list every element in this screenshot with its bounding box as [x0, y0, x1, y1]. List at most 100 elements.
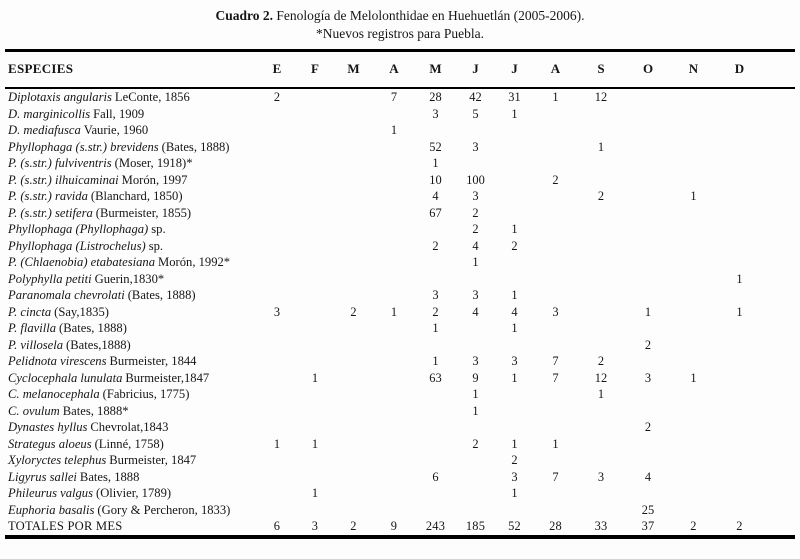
count-cell — [296, 386, 334, 403]
caption-label: Cuadro 2. — [215, 8, 273, 23]
count-cell: 1 — [311, 436, 319, 451]
count-cell — [334, 271, 373, 288]
row-spacer — [763, 221, 795, 238]
count-cell — [625, 88, 671, 106]
count-cell — [577, 502, 625, 519]
count-cell — [258, 386, 296, 403]
count-cell: 2 — [472, 205, 479, 220]
count-cell — [716, 436, 763, 453]
count-cell — [258, 221, 296, 238]
count-cell — [671, 254, 716, 271]
count-cell — [373, 106, 415, 123]
count-cell — [671, 238, 716, 255]
count-cell — [671, 155, 716, 172]
count-cell — [671, 172, 716, 189]
count-cell — [577, 337, 625, 354]
count-cell: 2 — [597, 354, 605, 369]
row-spacer — [763, 155, 795, 172]
species-authority: (Bates, 1888) — [59, 321, 127, 336]
table-row: P. villosela (Bates,1888) 2 — [5, 337, 795, 354]
species-authority: Chevrolat,1843 — [90, 420, 169, 435]
count-cell — [671, 106, 716, 123]
count-cell — [625, 106, 671, 123]
count-cell — [671, 287, 716, 304]
species-cell: D. mediafusca Vaurie, 1960 — [5, 122, 258, 139]
row-spacer — [763, 452, 795, 469]
row-spacer — [763, 353, 795, 370]
species-name: P. flavilla — [8, 321, 57, 336]
row-spacer — [763, 419, 795, 436]
count-cell — [534, 139, 577, 156]
species-name: Phileurus valgus — [8, 486, 94, 501]
count-cell — [373, 469, 415, 486]
count-cell: 42 — [469, 90, 482, 105]
count-cell: 2 — [350, 519, 357, 534]
count-cell — [716, 502, 763, 519]
count-cell — [334, 353, 373, 370]
count-cell — [258, 502, 296, 519]
count-cell — [456, 485, 495, 502]
species-authority: (Moser, 1918)* — [114, 156, 193, 171]
count-cell — [258, 469, 296, 486]
table-row: P. (s.str.) setifera (Burmeister, 1855) 67… — [5, 205, 795, 222]
count-cell — [296, 254, 334, 271]
count-cell: 3 — [273, 304, 281, 319]
count-cell — [495, 188, 534, 205]
count-cell — [334, 106, 373, 123]
species-cell: Euphoria basalis (Gory & Percheron, 1833) — [5, 502, 258, 519]
count-cell — [716, 205, 763, 222]
count-cell — [716, 320, 763, 337]
count-cell — [415, 485, 456, 502]
count-cell: 1 — [432, 354, 439, 369]
count-cell — [534, 502, 577, 519]
species-authority: (Linné, 1758) — [94, 436, 164, 451]
table-row: P. (Chlaenobia) etabatesiana Morón, 1992*… — [5, 254, 795, 271]
count-cell — [334, 238, 373, 255]
species-name: P. (s.str.) setifera — [8, 205, 93, 220]
count-cell — [495, 419, 534, 436]
count-cell — [258, 238, 296, 255]
count-cell — [258, 205, 296, 222]
count-cell — [373, 238, 415, 255]
count-cell — [373, 386, 415, 403]
count-cell — [258, 155, 296, 172]
count-cell: 3 — [472, 354, 479, 369]
count-cell — [577, 287, 625, 304]
count-cell — [671, 221, 716, 238]
count-cell — [625, 205, 671, 222]
count-cell — [625, 254, 671, 271]
count-cell — [258, 106, 296, 123]
table-row: Phyllophaga (Listrochelus) sp. 2 4 2 — [5, 238, 795, 255]
row-spacer — [763, 485, 795, 502]
count-cell — [415, 436, 456, 453]
count-cell — [716, 485, 763, 502]
count-cell: 3 — [511, 354, 518, 369]
count-cell — [415, 271, 456, 288]
count-cell — [534, 386, 577, 403]
count-cell — [534, 337, 577, 354]
species-cell: C. melanocephala (Fabricius, 1775) — [5, 386, 258, 403]
count-cell — [534, 221, 577, 238]
count-cell: 1 — [511, 321, 518, 336]
count-cell — [373, 337, 415, 354]
count-cell: 10 — [429, 172, 442, 187]
species-cell: Polyphylla petiti Guerin,1830* — [5, 271, 258, 288]
count-cell: 3 — [432, 106, 439, 121]
count-cell: 9 — [390, 519, 398, 534]
month-header: S — [577, 50, 625, 90]
table-row: C. melanocephala (Fabricius, 1775) 1 1 — [5, 386, 795, 403]
table-row: Cyclocephala lunulata Burmeister,1847 1 63 9… — [5, 370, 795, 387]
count-cell: 1 — [552, 90, 559, 105]
count-cell — [334, 188, 373, 205]
row-spacer — [763, 337, 795, 354]
count-cell: 3 — [597, 469, 605, 484]
count-cell — [671, 122, 716, 139]
species-authority: Burmeister,1847 — [125, 370, 210, 385]
species-name: Paranomala chevrolati — [8, 288, 125, 303]
species-cell: P. cincta (Say,1835) — [5, 304, 258, 321]
species-name: P. cincta — [8, 304, 52, 319]
count-cell — [625, 436, 671, 453]
table-row: Phyllophaga (Phyllophaga) sp. 2 1 — [5, 221, 795, 238]
